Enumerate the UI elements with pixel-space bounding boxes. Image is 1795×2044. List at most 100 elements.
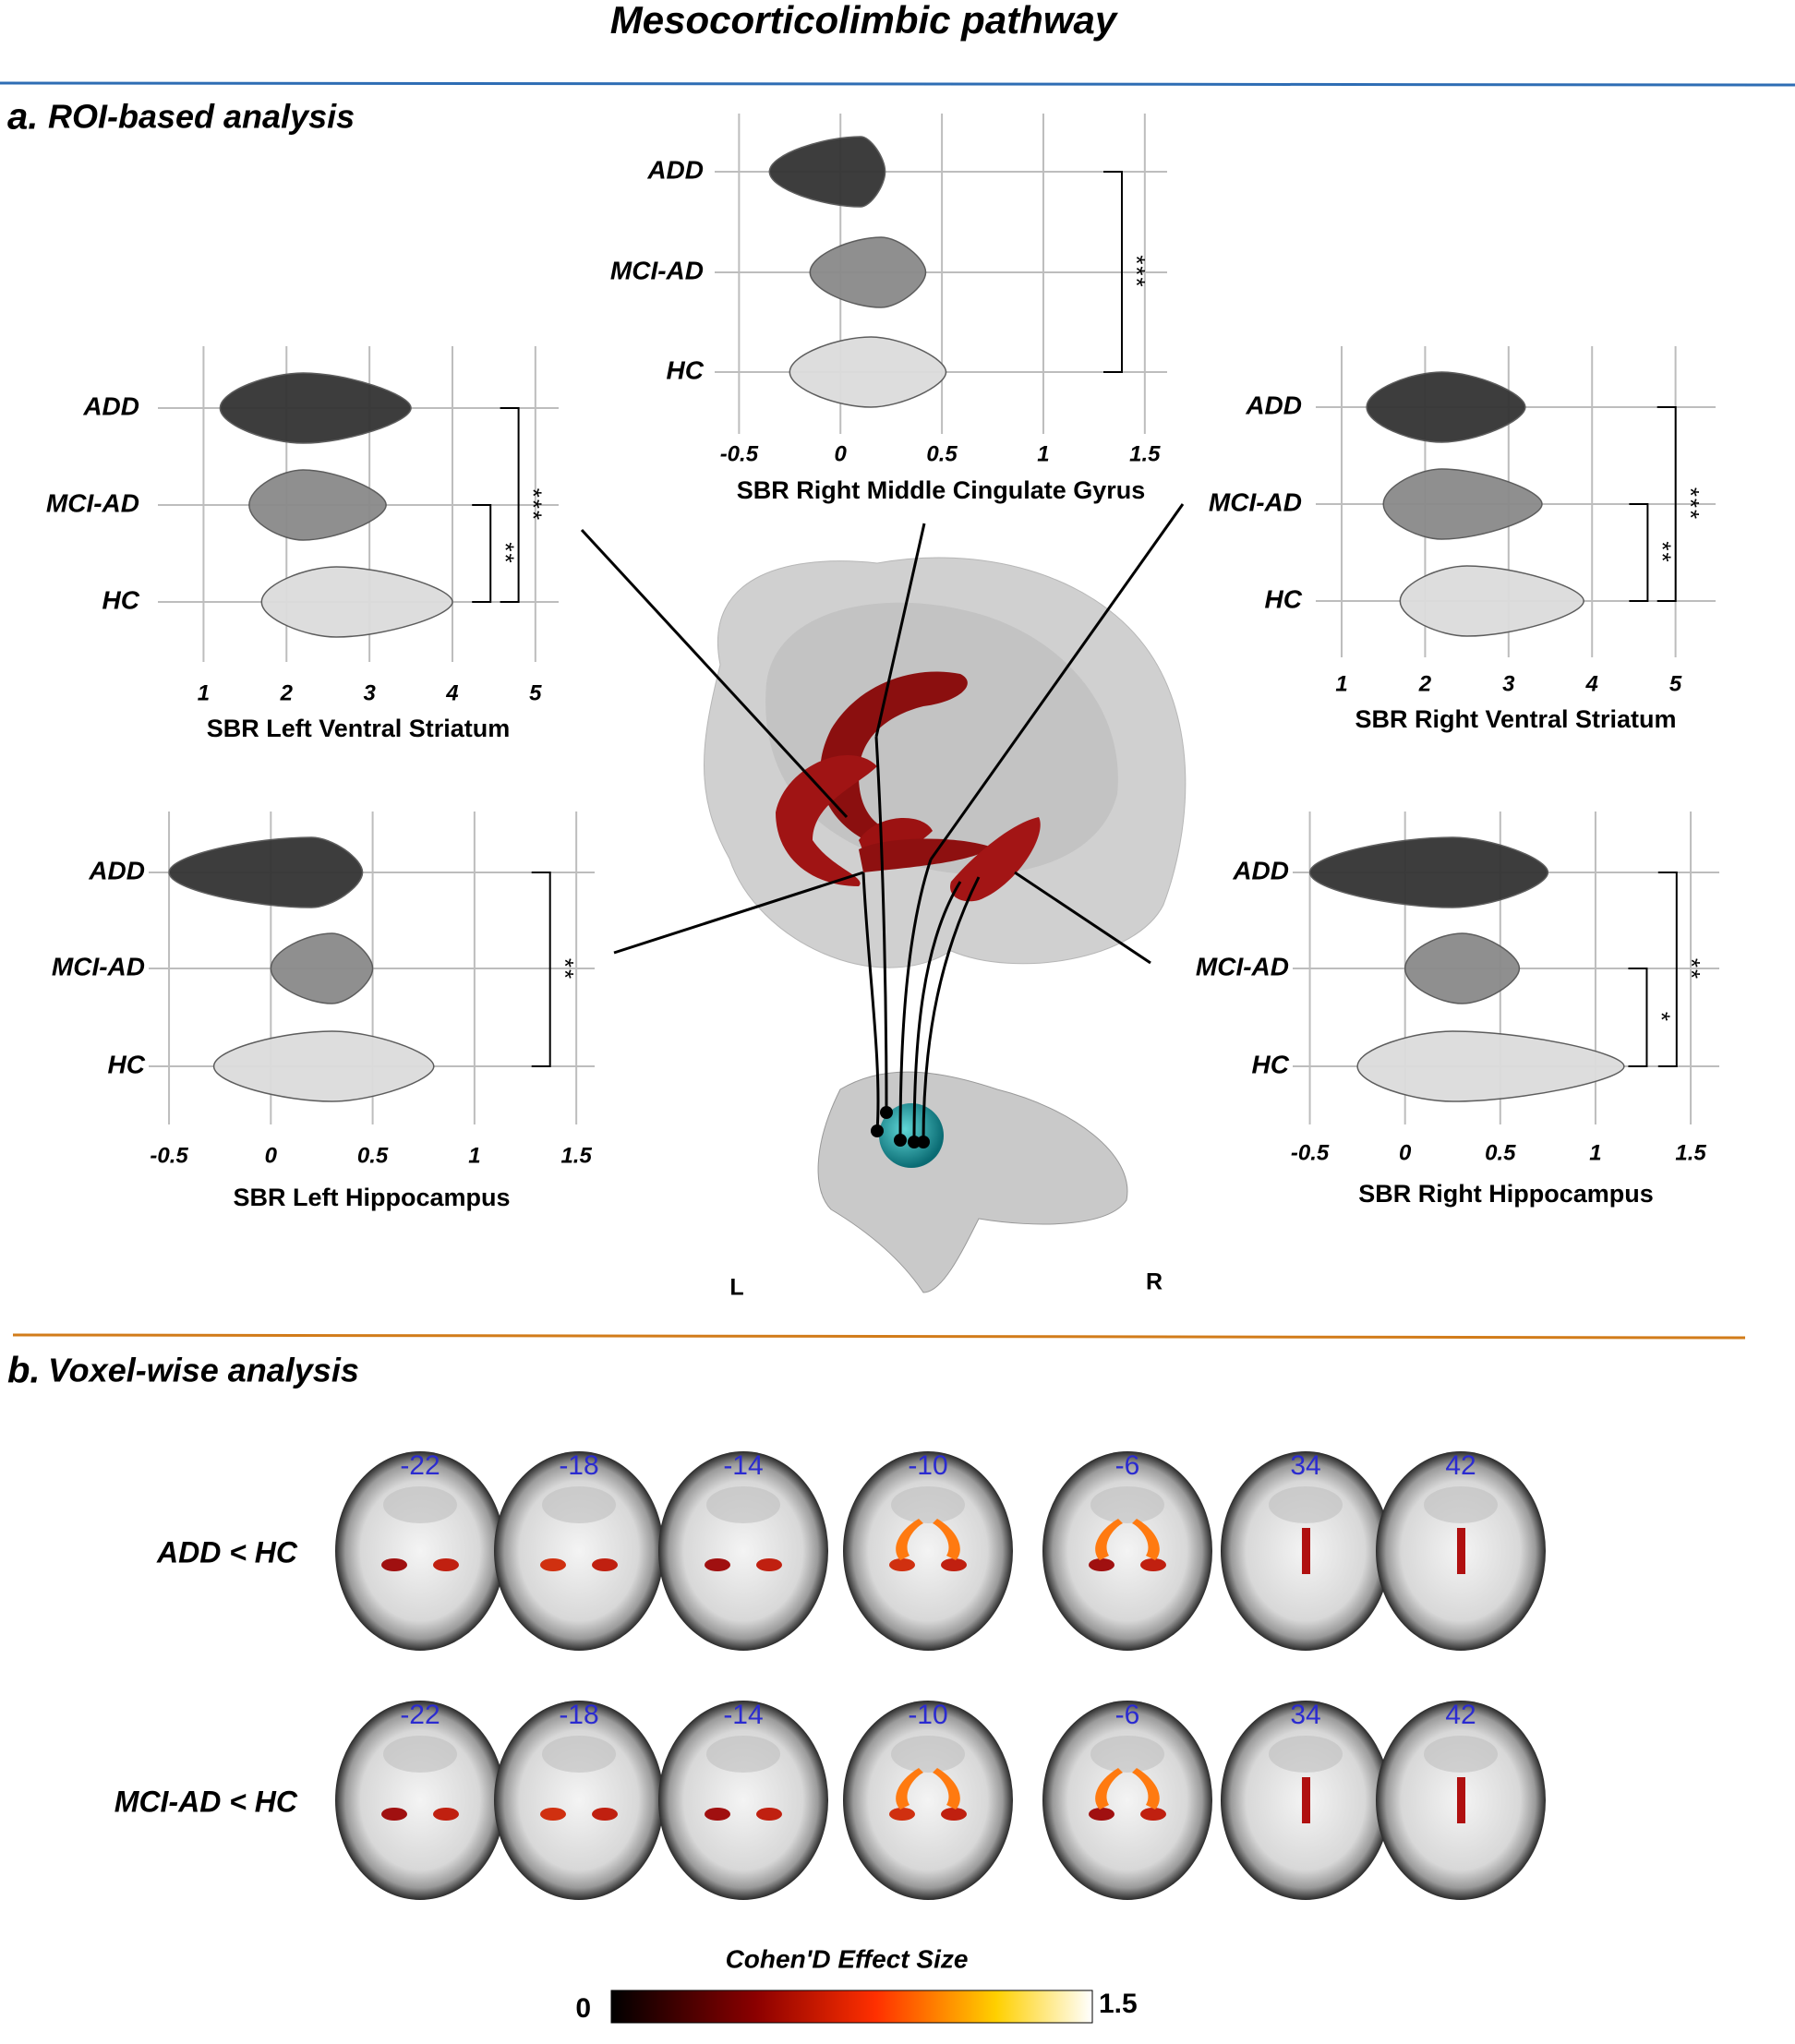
category-label: MCI-AD (52, 952, 145, 980)
slice-feature (383, 1486, 457, 1523)
x-axis-label: SBR Left Hippocampus (233, 1184, 510, 1211)
x-tick-label: 0 (835, 441, 848, 466)
category-label: MCI-AD (610, 256, 704, 284)
category-label: ADD (646, 155, 704, 184)
significance-bracket (500, 407, 520, 603)
effect-blob (592, 1808, 618, 1821)
slice-label: 42 (1445, 1700, 1476, 1730)
category-label: HC (1265, 584, 1303, 613)
x-axis-label: SBR Right Middle Cingulate Gyrus (737, 476, 1146, 504)
effect-blob (540, 1808, 566, 1821)
slice-feature (1269, 1486, 1343, 1523)
x-tick-label: 4 (445, 680, 458, 705)
category-label: ADD (88, 856, 145, 884)
slice-feature (542, 1736, 616, 1773)
brain-slice (1042, 1451, 1212, 1651)
category-label: MCI-AD (1196, 952, 1289, 980)
x-tick-label: 3 (1502, 671, 1515, 696)
slice-label: -6 (1115, 1450, 1140, 1481)
category-label: HC (102, 585, 140, 614)
effect-blob (896, 1768, 923, 1810)
significance-bracket (1629, 503, 1649, 602)
x-tick-label: 5 (1669, 671, 1682, 696)
x-tick-label: -0.5 (720, 441, 759, 466)
significance-label: ** (1678, 958, 1705, 980)
slice-feature (1090, 1736, 1164, 1773)
panel-label: b. (7, 1351, 41, 1391)
effect-blob (941, 1558, 967, 1571)
divider (12, 1333, 1746, 1340)
effect-blob (756, 1808, 782, 1821)
significance-bracket (531, 872, 551, 1067)
row-label: ADD < HC (156, 1535, 298, 1569)
x-tick-label: 0.5 (1485, 1140, 1516, 1165)
violin (1356, 1030, 1625, 1102)
brain-slice (335, 1701, 505, 1900)
panel-label: a. (7, 97, 38, 138)
x-tick-label: 1 (468, 1143, 480, 1168)
slice-feature (1424, 1736, 1498, 1773)
effect-blob (381, 1808, 407, 1821)
x-tick-label: 1 (198, 680, 210, 705)
effect-blob (1140, 1808, 1166, 1821)
x-tick-label: 4 (1585, 671, 1598, 696)
category-label: HC (108, 1050, 146, 1078)
x-tick-label: 3 (363, 680, 376, 705)
brain-slice (658, 1451, 828, 1651)
violin (1382, 468, 1543, 540)
slice-feature (891, 1486, 965, 1523)
slice-feature (706, 1736, 780, 1773)
brain-slice (843, 1451, 1013, 1651)
effect-blob (592, 1558, 618, 1571)
effect-blob (1302, 1777, 1310, 1823)
effect-blob (1302, 1528, 1310, 1574)
violin (212, 1030, 435, 1102)
effect-blob (381, 1558, 407, 1571)
slice-label: -10 (908, 1700, 947, 1730)
slice-feature (891, 1736, 965, 1773)
slice-label: 42 (1445, 1450, 1476, 1481)
brain-slice (658, 1701, 828, 1900)
violin (260, 566, 453, 638)
x-tick-label: 0 (1399, 1140, 1412, 1165)
brain-slice (335, 1451, 505, 1651)
slice-label: 34 (1290, 1450, 1320, 1481)
slice-feature (1424, 1486, 1498, 1523)
category-label: ADD (1232, 856, 1289, 884)
slice-label: -10 (908, 1450, 947, 1481)
brain-slice (843, 1701, 1013, 1900)
colorbar-label: 0 (575, 1993, 591, 2024)
violin (1399, 565, 1584, 637)
effect-blob (756, 1558, 782, 1571)
brain-slice (1042, 1701, 1212, 1900)
x-tick-label: -0.5 (1291, 1140, 1330, 1165)
violin (789, 336, 947, 408)
effect-blob (1132, 1519, 1160, 1560)
significance-bracket (1656, 406, 1677, 602)
effect-blob (433, 1558, 459, 1571)
x-axis-label: SBR Right Hippocampus (1358, 1180, 1654, 1208)
colorbar-title: Cohen'D Effect Size (726, 1944, 969, 1973)
significance-bracket (472, 504, 492, 603)
category-label: ADD (82, 391, 139, 420)
x-tick-label: 1.5 (1675, 1140, 1706, 1165)
violin (809, 236, 927, 308)
x-tick-label: 0 (265, 1143, 278, 1168)
effect-blob (889, 1808, 915, 1821)
slice-label: -22 (400, 1450, 440, 1481)
figure-title: Mesocorticolimbic pathway (610, 0, 1119, 42)
significance-label: * (1648, 1012, 1676, 1023)
x-tick-label: -0.5 (150, 1143, 188, 1168)
category-label: ADD (1245, 391, 1302, 419)
significance-label: *** (1677, 487, 1705, 521)
brain-schematic (580, 503, 1187, 1293)
significance-label: *** (1123, 255, 1150, 288)
significance-bracket (1657, 872, 1678, 1067)
side-label: L (729, 1275, 743, 1301)
row-label: MCI-AD < HC (114, 1785, 298, 1818)
effect-blob (433, 1808, 459, 1821)
effect-blob (1132, 1768, 1160, 1810)
slice-feature (1269, 1736, 1343, 1773)
effect-blob (1095, 1519, 1123, 1560)
x-tick-label: 1 (1589, 1140, 1601, 1165)
